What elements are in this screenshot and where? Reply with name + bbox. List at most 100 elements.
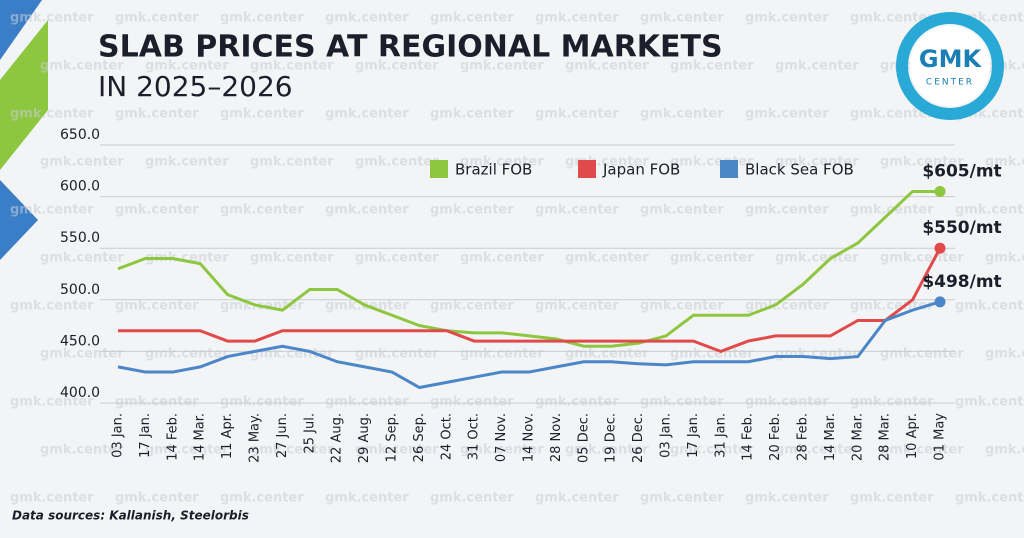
- watermark: gmk.center: [325, 107, 409, 122]
- x-tick-label: 11 Apr.: [220, 413, 235, 459]
- y-tick-label: 450.0: [60, 333, 100, 349]
- watermark: gmk.center: [670, 59, 754, 74]
- watermark: gmk.center: [325, 203, 409, 218]
- x-tick-label: 14 Nov.: [522, 413, 537, 462]
- watermark: gmk.center: [250, 443, 334, 458]
- watermark-layer: gmk.center gmk.center gmk.center gmk.center…: [10, 11, 1024, 506]
- watermark: gmk.center: [250, 155, 334, 170]
- x-tick-label: 20 Mar.: [850, 413, 865, 461]
- watermark: gmk.center: [250, 59, 334, 74]
- end-label: $498/mt: [922, 272, 1001, 292]
- watermark: gmk.center: [460, 347, 544, 362]
- watermark: gmk.center: [10, 11, 94, 26]
- watermark: gmk.center: [955, 491, 1024, 506]
- watermark: gmk.center: [40, 251, 124, 266]
- y-tick-label: 600.0: [60, 179, 100, 195]
- decoration: [0, 0, 42, 60]
- watermark: gmk.center: [745, 203, 829, 218]
- watermark: gmk.center: [565, 59, 649, 74]
- series-line: [117, 189, 940, 348]
- watermark: gmk.center: [40, 155, 124, 170]
- x-tick-label: 25 Jul.: [302, 413, 317, 454]
- watermark: gmk.center: [10, 395, 94, 410]
- watermark: gmk.center: [460, 251, 544, 266]
- legend-label: Black Sea FOB: [745, 161, 854, 179]
- x-tick-label: 31 Oct.: [467, 413, 482, 460]
- watermark: gmk.center: [985, 59, 1024, 74]
- x-tick-label: 19 Dec.: [604, 413, 619, 463]
- x-tick-label: 03 Jan.: [111, 413, 126, 458]
- watermark: gmk.center: [850, 491, 934, 506]
- watermark: gmk.center: [355, 59, 439, 74]
- watermark: gmk.center: [145, 59, 229, 74]
- watermark: gmk.center: [220, 11, 304, 26]
- end-label: $605/mt: [922, 161, 1001, 181]
- x-tick-label: 31 Jan.: [713, 413, 728, 458]
- end-label: $550/mt: [922, 218, 1001, 238]
- watermark: gmk.center: [325, 491, 409, 506]
- watermark: gmk.center: [430, 299, 514, 314]
- watermark: gmk.center: [640, 395, 724, 410]
- x-tick-label: 05 Dec.: [576, 413, 591, 463]
- watermark: gmk.center: [880, 251, 964, 266]
- x-tick-label: 22 Aug.: [330, 413, 345, 463]
- watermark: gmk.center: [145, 155, 229, 170]
- watermark: gmk.center: [325, 395, 409, 410]
- watermark: gmk.center: [250, 347, 334, 362]
- watermark: gmk.center: [850, 107, 934, 122]
- watermark: gmk.center: [640, 299, 724, 314]
- x-tick-label: 17 Jan.: [138, 413, 153, 458]
- watermark: gmk.center: [460, 443, 544, 458]
- series-line: [117, 300, 941, 390]
- watermark: gmk.center: [775, 347, 859, 362]
- watermark: gmk.center: [640, 107, 724, 122]
- watermark: gmk.center: [355, 347, 439, 362]
- x-tick-label: 29 Aug.: [357, 413, 372, 463]
- watermark: gmk.center: [355, 251, 439, 266]
- watermark: gmk.center: [430, 11, 514, 26]
- watermark: gmk.center: [355, 155, 439, 170]
- watermark: gmk.center: [430, 491, 514, 506]
- watermark: gmk.center: [985, 443, 1024, 458]
- watermark: gmk.center: [775, 155, 859, 170]
- source-note: Data sources: Kallanish, Steelorbis: [12, 509, 249, 523]
- x-tick-label: 17 Jan.: [686, 413, 701, 458]
- watermark: gmk.center: [10, 299, 94, 314]
- watermark: gmk.center: [115, 299, 199, 314]
- end-point: [934, 242, 946, 254]
- watermark: gmk.center: [430, 107, 514, 122]
- watermark: gmk.center: [535, 395, 619, 410]
- y-tick-label: 650.0: [60, 127, 100, 143]
- x-tick-label: 14 Mar.: [193, 413, 208, 461]
- x-tick-label: 28 Mar.: [878, 413, 893, 461]
- logo-disc: [910, 26, 990, 106]
- watermark: gmk.center: [40, 443, 124, 458]
- watermark: gmk.center: [40, 347, 124, 362]
- x-tick-label: 26 Dec.: [631, 413, 646, 463]
- decoration: [0, 180, 38, 260]
- legend-swatch: [578, 160, 596, 178]
- watermark: gmk.center: [535, 203, 619, 218]
- watermark: gmk.center: [430, 395, 514, 410]
- x-tick-label: 28 Feb.: [796, 413, 811, 461]
- logo-text: GMK: [919, 45, 983, 73]
- end-point: [934, 185, 946, 197]
- watermark: gmk.center: [355, 443, 439, 458]
- watermark: gmk.center: [220, 491, 304, 506]
- watermark: gmk.center: [745, 491, 829, 506]
- watermark: gmk.center: [10, 107, 94, 122]
- x-tick-label: 03 Jan.: [659, 413, 674, 458]
- x-tick-label: 27 Jun.: [275, 413, 290, 458]
- watermark: gmk.center: [955, 299, 1024, 314]
- x-tick-label: 07 Nov.: [494, 413, 509, 462]
- x-tick-label: 20 Feb.: [768, 413, 783, 461]
- decoration: [0, 20, 48, 170]
- watermark: gmk.center: [565, 443, 649, 458]
- watermark: gmk.center: [115, 107, 199, 122]
- x-tick-label: 14 Feb.: [165, 413, 180, 461]
- watermark: gmk.center: [955, 395, 1024, 410]
- watermark: gmk.center: [670, 347, 754, 362]
- watermark: gmk.center: [220, 203, 304, 218]
- watermark: gmk.center: [565, 251, 649, 266]
- chart-title: SLAB PRICES AT REGIONAL MARKETS: [98, 30, 723, 65]
